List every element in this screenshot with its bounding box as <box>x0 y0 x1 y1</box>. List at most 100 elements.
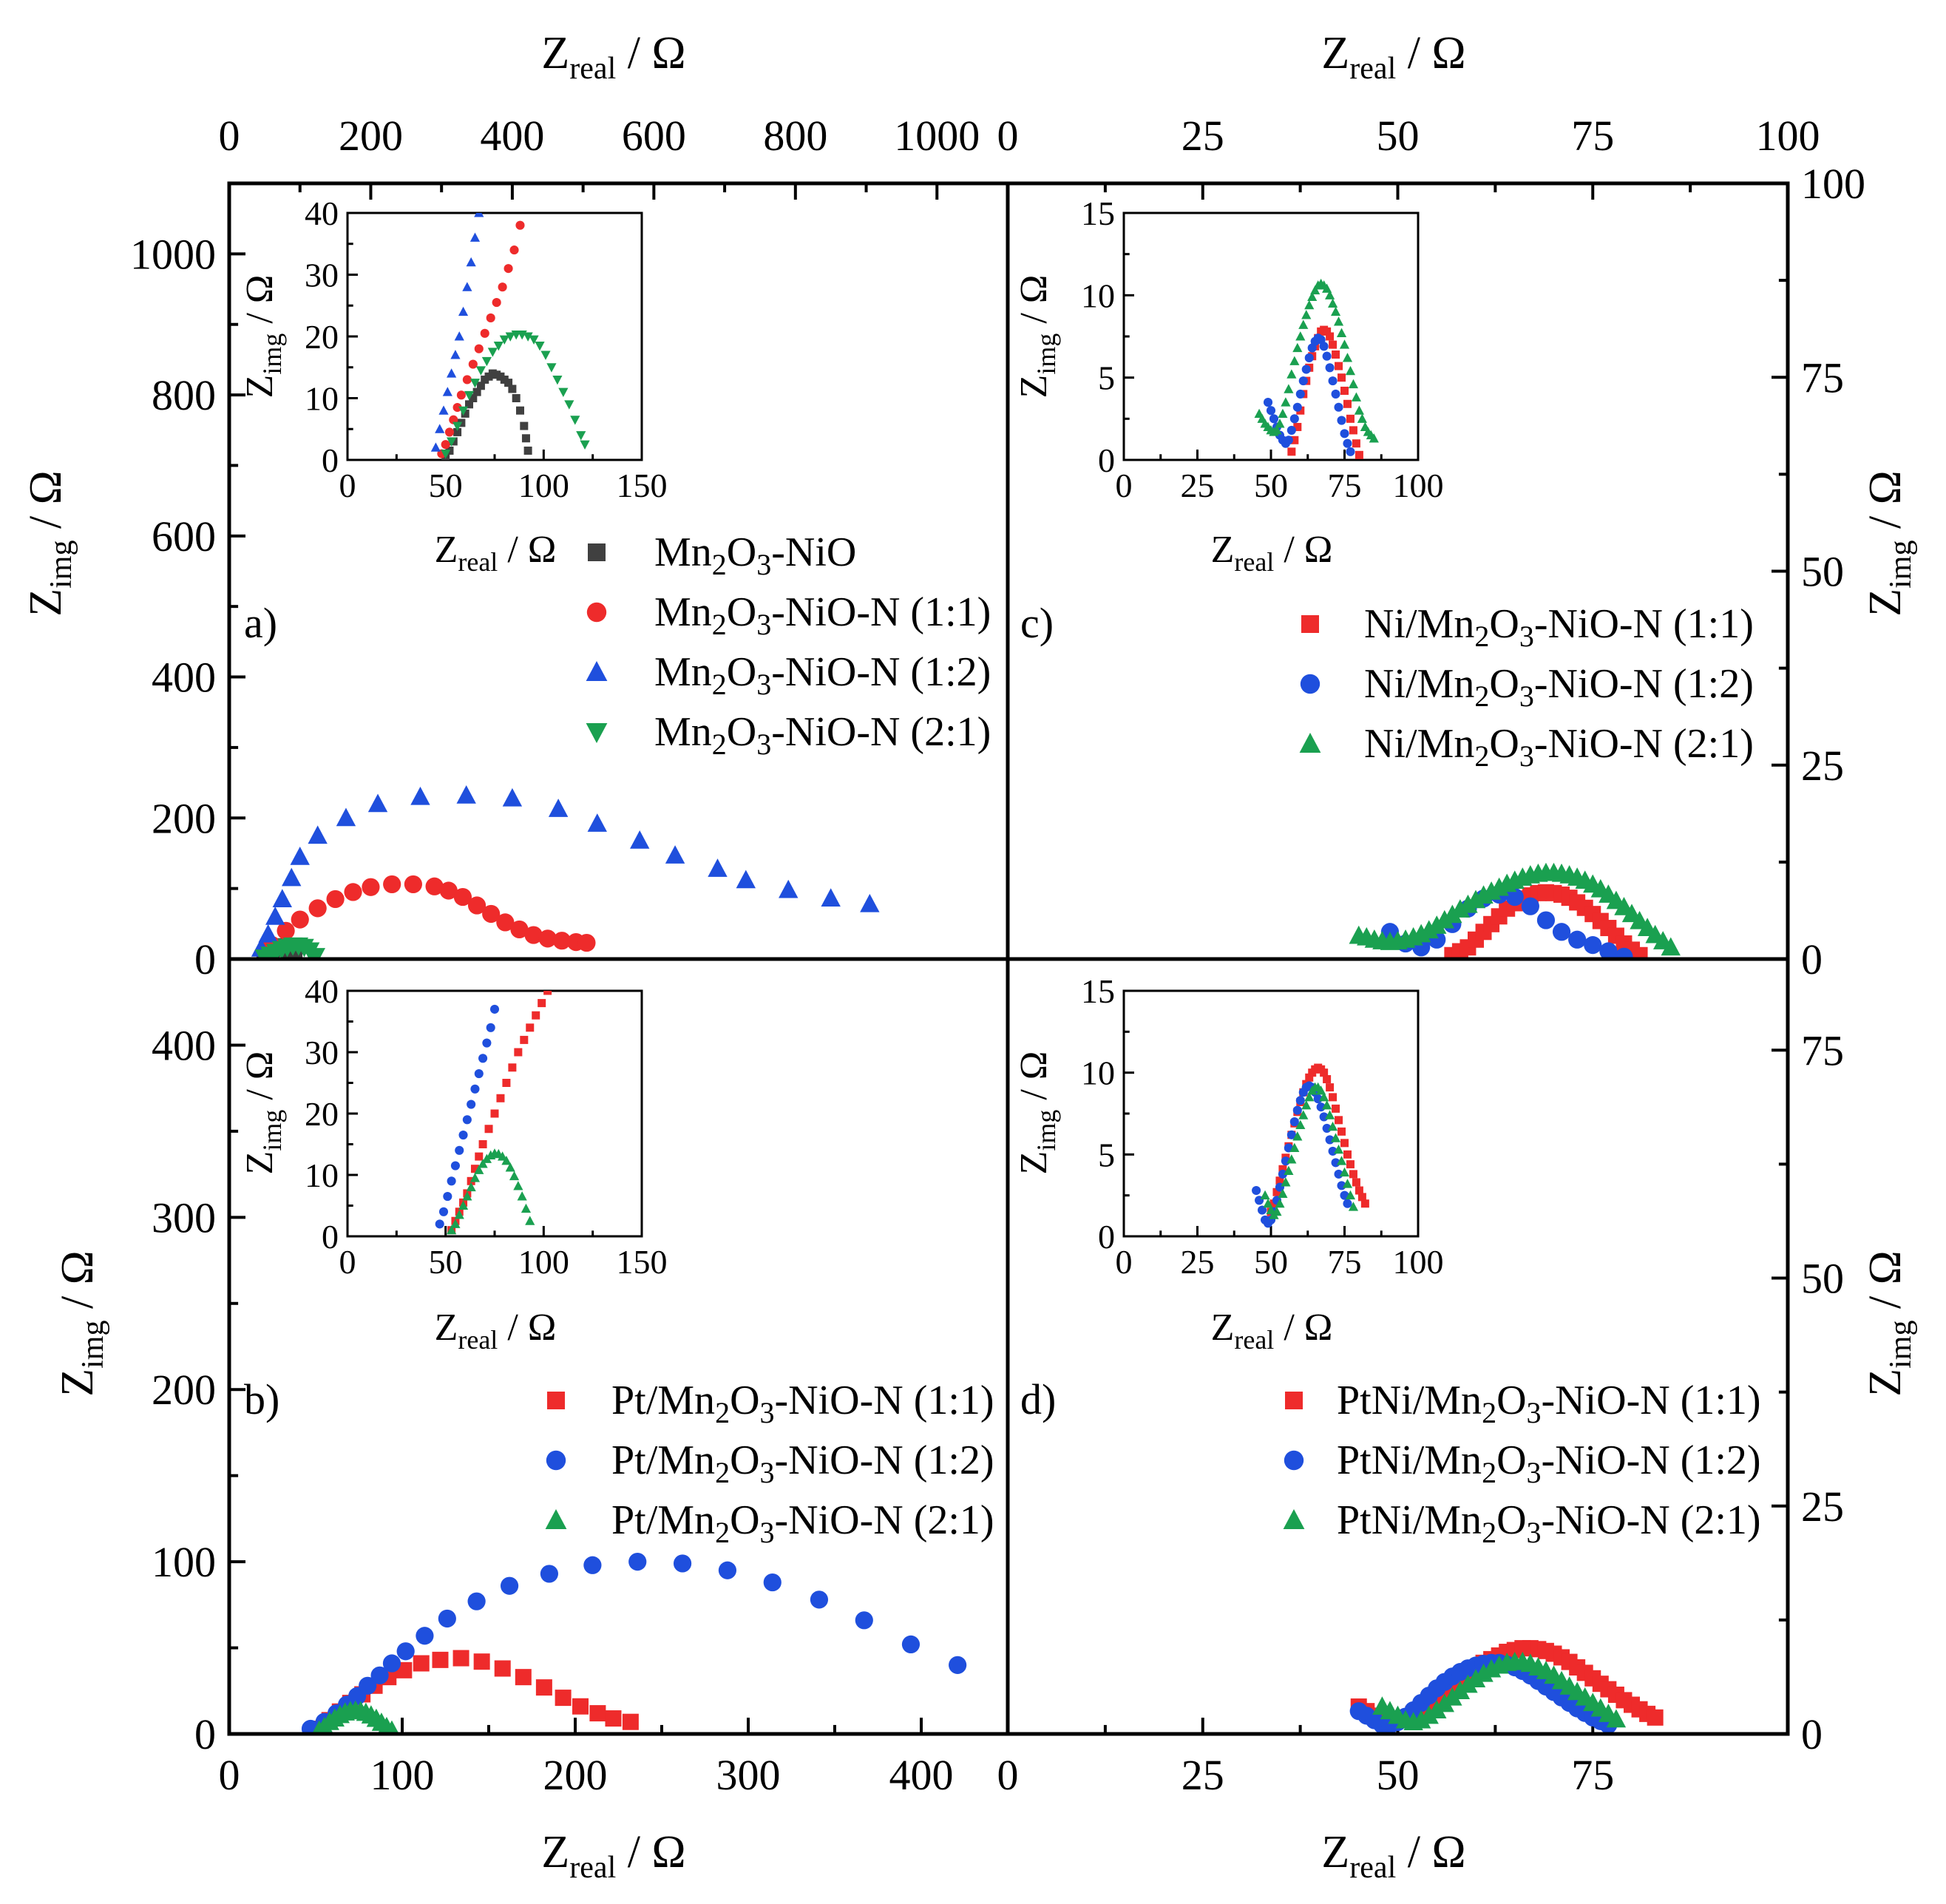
inset-point-b-s1 <box>462 1115 472 1125</box>
y-tick-label: 0 <box>1098 1218 1115 1256</box>
inset-point-c-s2 <box>1289 356 1300 365</box>
inset-point-a-s1 <box>504 264 513 274</box>
y-tick-label: 5 <box>1098 1136 1115 1173</box>
bottom-right-xlabel: Zreal / Ω <box>1321 1827 1465 1885</box>
inset-point-d-s2 <box>1278 1188 1288 1198</box>
x-tick-label: 0 <box>997 112 1019 160</box>
legend-d: PtNi/Mn2O3-NiO-N (1:1) PtNi/Mn2O3-NiO-N … <box>1337 1378 1761 1549</box>
inset-point-b-s0 <box>543 991 552 995</box>
y-tick-label: 10 <box>1081 277 1115 314</box>
inset-point-c-s1 <box>1284 436 1293 445</box>
inset-point-a-s1 <box>456 390 466 400</box>
inset-point-b-s2 <box>517 1191 527 1201</box>
data-point-a-s1 <box>425 877 444 895</box>
inset-point-c-s2 <box>1333 316 1344 326</box>
data-point-b-s0 <box>622 1713 639 1730</box>
inset-point-b-s0 <box>520 1035 529 1044</box>
inset-point-c-s1 <box>1334 402 1343 412</box>
inset-point-c-s1 <box>1292 402 1302 412</box>
inset-point-b-s2 <box>462 1191 472 1201</box>
data-point-c-s2 <box>1465 890 1486 909</box>
inset-point-d-s0 <box>1329 1093 1338 1102</box>
inset-b: 0 50 100 150 0 10 20 30 40 <box>305 972 668 1281</box>
inset-point-a-s0 <box>521 434 530 443</box>
svg-text:Zreal / Ω: Zreal / Ω <box>1321 28 1465 86</box>
inset-point-c-s1 <box>1325 363 1335 373</box>
inset-point-a-s3 <box>499 335 509 345</box>
data-point-a-s2 <box>308 825 328 844</box>
y-tick-label: 200 <box>152 794 216 842</box>
panel-b: 0 100 200 300 400 0 100 200 300 400 0 50 100 150 0 10 20… <box>152 972 967 1799</box>
inset-point-d-s2 <box>1284 1165 1294 1175</box>
data-point-c-s1 <box>1536 911 1556 929</box>
inset-point-a-s1 <box>509 245 519 255</box>
legend-marker-c-2 <box>1299 733 1321 753</box>
inset-point-d-s2 <box>1301 1100 1312 1110</box>
y-tick-label: 0 <box>194 935 216 983</box>
x-tick-label: 50 <box>1254 467 1288 504</box>
x-tick-label: 50 <box>1254 1243 1288 1281</box>
data-point-a-s1 <box>496 913 515 932</box>
inset-point-d-s0 <box>1346 1160 1355 1169</box>
inset-point-c-s1 <box>1304 353 1314 362</box>
inset-point-b-s1 <box>458 1131 468 1140</box>
legend-d-0: PtNi/Mn2O3-NiO-N (1:1) <box>1337 1378 1761 1429</box>
inset-point-b-s2 <box>478 1159 488 1168</box>
data-point-c-s2 <box>1458 894 1478 913</box>
inset-point-c-s2 <box>1342 353 1353 362</box>
inset-point-b-s1 <box>455 1145 464 1155</box>
data-point-b-s1 <box>855 1611 873 1630</box>
inset-point-a-s3 <box>535 342 545 351</box>
inset-frame <box>1122 989 1420 1238</box>
data-point-b-s0 <box>413 1655 430 1672</box>
inset-point-b-s1 <box>470 1084 480 1094</box>
inset-point-d-s0 <box>1332 1104 1340 1113</box>
inset-point-d-s1 <box>1295 1096 1305 1105</box>
inset-point-a-s2 <box>447 368 457 378</box>
data-point-b-s1 <box>583 1556 602 1574</box>
inset-point-c-s2 <box>1339 339 1350 349</box>
inset-point-a-s3 <box>481 356 492 367</box>
inset-point-b-s1 <box>450 1161 460 1170</box>
data-point-c-s2 <box>1419 920 1439 939</box>
x-tick-label: 0 <box>219 1751 240 1799</box>
panel-d-data <box>1349 1640 1664 1734</box>
x-tick-label: 50 <box>429 467 463 504</box>
inset-point-a-s3 <box>458 406 469 416</box>
inset-point-a-s0 <box>461 409 469 418</box>
right-ylabel-top: Zimg / Ω <box>1860 470 1918 617</box>
data-point-a-s2 <box>587 813 607 832</box>
inset-point-c-s2 <box>1298 319 1309 329</box>
inset-point-c-s2 <box>1272 425 1282 435</box>
inset-point-d-s0 <box>1305 1073 1314 1082</box>
inset-point-b-s2 <box>450 1219 461 1228</box>
inset-point-a-s1 <box>492 298 501 308</box>
inset-point-c-s2 <box>1330 306 1341 316</box>
data-point-a-s2 <box>290 846 310 865</box>
inset-point-a-s0 <box>508 384 517 393</box>
y-tick-label: 800 <box>152 371 216 419</box>
inset-point-a-s3 <box>540 350 551 360</box>
y-tick-label: 50 <box>1801 548 1844 596</box>
inset-point-b-s1 <box>486 1023 495 1032</box>
legend-marker-a-2 <box>586 661 608 681</box>
inset-point-c-s2 <box>1325 290 1335 299</box>
inset-point-c-s1 <box>1340 429 1349 438</box>
x-tick-label: 0 <box>339 467 356 504</box>
y-tick-label: 0 <box>1801 935 1823 983</box>
data-point-c-s1 <box>1552 923 1571 941</box>
inset-point-d-s2 <box>1292 1131 1303 1141</box>
inset-point-d-s2 <box>1286 1154 1297 1164</box>
inset-point-d-s1 <box>1292 1105 1302 1115</box>
inset-point-c-s0 <box>1293 422 1302 431</box>
inset-point-d-s0 <box>1320 1068 1329 1077</box>
inset-d-xlabel: Zreal / Ω <box>1211 1307 1333 1355</box>
data-point-d-s2 <box>1606 1709 1627 1728</box>
data-point-a-s2 <box>410 786 430 805</box>
inset-c-xlabel: Zreal / Ω <box>1211 529 1333 577</box>
inset-point-d-s2 <box>1304 1091 1315 1102</box>
data-point-a-s2 <box>708 858 728 877</box>
inset-point-b-s2 <box>509 1170 520 1181</box>
inset-point-c-s0 <box>1340 386 1349 395</box>
inset-point-a-s0 <box>453 427 462 436</box>
